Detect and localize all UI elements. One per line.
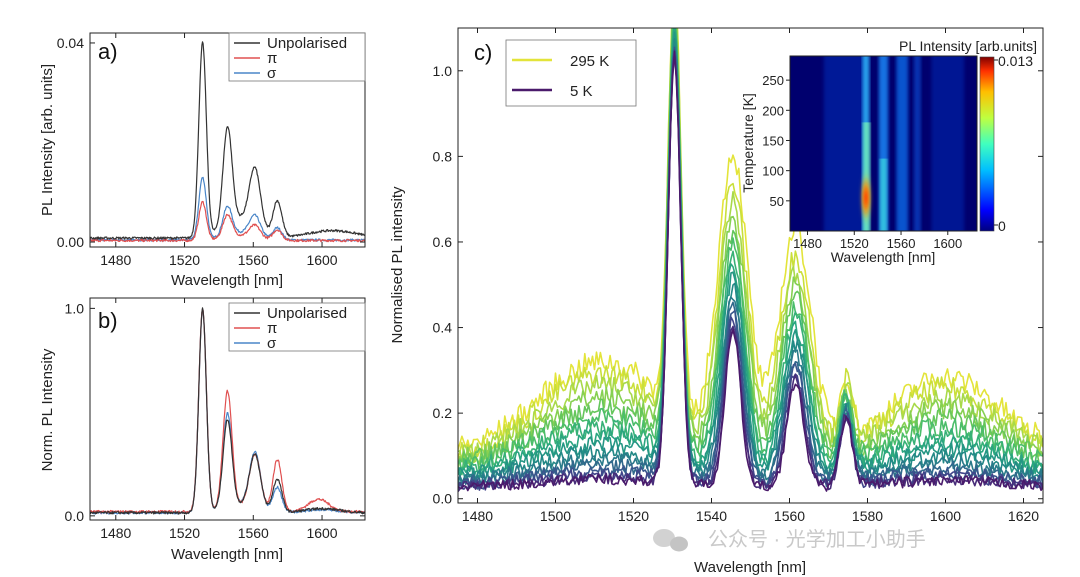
x-tick-label: 1600: [306, 525, 337, 541]
inset-y-tick-label: 50: [770, 194, 784, 209]
y-tick-label: 0.2: [433, 405, 453, 421]
x-tick-label: 1540: [696, 508, 727, 524]
legend-label: σ: [267, 335, 277, 352]
colorbar-min-label: 0: [998, 218, 1006, 234]
inset-title: PL Intensity [arb.units]: [899, 38, 1037, 54]
x-tick-label: 1580: [852, 508, 883, 524]
inset-ylabel: Temperature [K]: [740, 93, 756, 193]
legend-box: [505, 39, 637, 107]
inset-y-tick-label: 200: [762, 103, 784, 118]
legend-label-295k: 295 K: [570, 53, 609, 70]
wechat-icon: [653, 529, 675, 547]
heatmap-streak: [896, 56, 909, 231]
legend-label-5k: 5 K: [570, 83, 593, 100]
x-tick-label: 1500: [540, 508, 571, 524]
panel-a-frame: [89, 32, 366, 248]
x-tick-label: 1560: [238, 525, 269, 541]
panel-c: 1480 1500 1520 1540 1560 1580 1600 16200.00.20.…: [389, 27, 1044, 576]
inset-x-tick-label: 1600: [933, 236, 962, 251]
x-tick-label: 1600: [930, 508, 961, 524]
legend-label: π: [267, 320, 277, 337]
panel-a-xlabel: Wavelength [nm]: [171, 272, 283, 289]
series-line-270K: [458, 28, 1043, 462]
x-tick-label: 1520: [618, 508, 649, 524]
legend-label: Unpolarised: [267, 35, 347, 52]
series-line-5K: [458, 50, 1043, 492]
x-tick-label: 1560: [774, 508, 805, 524]
inset-y-tick-label: 150: [762, 133, 784, 148]
heatmap-streak: [863, 122, 871, 231]
x-tick-label: 1480: [100, 525, 131, 541]
heatmap-hotspot-core: [863, 187, 869, 208]
y-tick-label: 0.8: [433, 148, 453, 164]
panel-b-label: b): [98, 308, 118, 333]
series-line-π: [90, 200, 365, 243]
panel-c-legend: 295 K 5 K: [505, 39, 637, 107]
heatmap-streak: [878, 56, 889, 231]
y-tick-label: 1.0: [433, 63, 453, 79]
heatmap-streak: [913, 56, 921, 231]
inset-y-tick-label: 250: [762, 73, 784, 88]
panel-b-xlabel: Wavelength [nm]: [171, 546, 283, 563]
series-line-Unpolarised: [90, 41, 365, 240]
x-tick-label: 1560: [238, 252, 269, 268]
inset-x-tick-label: 1560: [887, 236, 916, 251]
panel-c-xlabel: Wavelength [nm]: [694, 559, 806, 576]
panel-a-label: a): [98, 39, 118, 64]
watermark: 公众号 · 光学加工小助手: [653, 528, 926, 552]
panel-c-label: c): [474, 40, 492, 65]
wechat-icon-bubble: [670, 536, 688, 552]
series-line-295K: [458, 28, 1043, 450]
legend-label: Unpolarised: [267, 305, 347, 322]
inset-xlabel: Wavelength [nm]: [831, 249, 936, 265]
inset-x-tick-label: 1480: [793, 236, 822, 251]
panel-a: 1480 1520 1560 1600 0.00 0.04 a) Wavelength […: [39, 32, 366, 289]
inset-x-tick-label: 1520: [840, 236, 869, 251]
watermark-text: 公众号 · 光学加工小助手: [708, 528, 926, 551]
heatmap-streak: [931, 56, 965, 231]
y-tick-label: 0.00: [57, 234, 84, 250]
x-tick-label: 1480: [100, 252, 131, 268]
series-line-190K: [458, 28, 1043, 476]
x-tick-label: 1520: [169, 525, 200, 541]
inset-y-tick-label: 100: [762, 164, 784, 179]
heatmap-streak: [823, 56, 866, 231]
x-tick-label: 1620: [1008, 508, 1039, 524]
colorbar-max-label: 0.013: [998, 53, 1033, 69]
series-line-Unpolarised: [90, 307, 365, 515]
series-line-250K: [458, 28, 1043, 464]
y-tick-label: 0.0: [433, 491, 453, 507]
heatmap-frame: [789, 55, 978, 232]
x-tick-label: 1520: [169, 252, 200, 268]
y-tick-label: 0.4: [433, 320, 453, 336]
panel-c-ylabel: Normalised PL intensity: [389, 186, 406, 344]
legend-label: σ: [267, 65, 277, 82]
colorbar: [979, 56, 995, 232]
inset-heatmap: 1480 1520 1560 1600 50 100 150 200 250 PL Intens…: [740, 38, 1037, 265]
series-line-170K: [458, 28, 1043, 475]
panel-b-ylabel: Norm. PL Intensity: [39, 348, 56, 471]
y-tick-label: 0.04: [57, 35, 84, 51]
series-line-π: [90, 308, 365, 514]
series-line-230K: [458, 28, 1043, 470]
heatmap-streak: [879, 158, 888, 231]
y-tick-label: 0.6: [433, 234, 453, 250]
y-tick-label: 1.0: [65, 300, 85, 316]
x-tick-label: 1600: [306, 252, 337, 268]
panel-b: 1480 1520 1560 1600 0.0 1.0 b) Wavelength [nm…: [39, 297, 366, 563]
y-tick-label: 0.0: [65, 508, 85, 524]
panel-b-frame: [89, 297, 366, 521]
panel-a-ylabel: PL Intensity [arb. units]: [39, 64, 56, 216]
panel-c-frame: [457, 27, 1044, 504]
legend-label: π: [267, 50, 277, 67]
x-tick-label: 1480: [462, 508, 493, 524]
